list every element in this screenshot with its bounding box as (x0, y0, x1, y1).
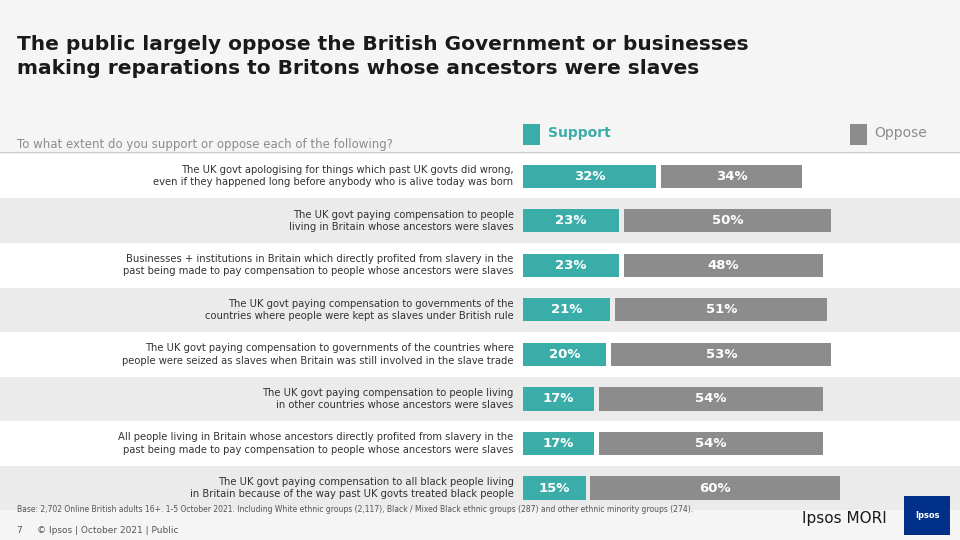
Text: 60%: 60% (699, 482, 731, 495)
FancyBboxPatch shape (904, 496, 950, 535)
Text: The UK govt paying compensation to governments of the countries where
people wer: The UK govt paying compensation to gover… (122, 343, 514, 366)
Text: Support: Support (548, 126, 611, 140)
Text: The UK govt paying compensation to people living
in other countries whose ancest: The UK govt paying compensation to peopl… (262, 388, 514, 410)
FancyBboxPatch shape (0, 421, 960, 465)
Text: To what extent do you support or oppose each of the following?: To what extent do you support or oppose … (17, 138, 394, 151)
Text: The UK govt apologising for things which past UK govts did wrong,
even if they h: The UK govt apologising for things which… (154, 165, 514, 187)
FancyBboxPatch shape (0, 332, 960, 377)
FancyBboxPatch shape (624, 254, 823, 277)
FancyBboxPatch shape (590, 476, 840, 500)
Text: Ipsos: Ipsos (915, 511, 940, 519)
Text: 53%: 53% (706, 348, 737, 361)
Text: 34%: 34% (716, 170, 748, 183)
Text: The UK govt paying compensation to governments of the
countries where people wer: The UK govt paying compensation to gover… (204, 299, 514, 321)
Text: 48%: 48% (708, 259, 739, 272)
Text: The public largely oppose the British Government or businesses
making reparation: The public largely oppose the British Go… (17, 35, 749, 78)
FancyBboxPatch shape (523, 209, 619, 232)
FancyBboxPatch shape (599, 387, 823, 410)
Text: All people living in Britain whose ancestors directly profited from slavery in t: All people living in Britain whose ances… (118, 433, 514, 455)
FancyBboxPatch shape (0, 377, 960, 421)
FancyBboxPatch shape (624, 209, 831, 232)
Text: Ipsos MORI: Ipsos MORI (802, 511, 886, 526)
FancyBboxPatch shape (0, 243, 960, 287)
FancyBboxPatch shape (523, 124, 540, 145)
Text: Oppose: Oppose (875, 126, 927, 140)
FancyBboxPatch shape (0, 199, 960, 243)
FancyBboxPatch shape (850, 124, 867, 145)
Text: The UK govt paying compensation to people
living in Britain whose ancestors were: The UK govt paying compensation to peopl… (289, 210, 514, 232)
Text: 23%: 23% (555, 259, 587, 272)
Text: Businesses + institutions in Britain which directly profited from slavery in the: Businesses + institutions in Britain whi… (123, 254, 514, 276)
FancyBboxPatch shape (612, 343, 831, 366)
Text: 54%: 54% (695, 437, 727, 450)
FancyBboxPatch shape (0, 287, 960, 332)
Text: 21%: 21% (551, 303, 583, 316)
FancyBboxPatch shape (523, 387, 594, 410)
Text: 54%: 54% (695, 393, 727, 406)
Text: Base: 2,702 Online British adults 16+. 1-5 October 2021. Including White ethnic : Base: 2,702 Online British adults 16+. 1… (17, 505, 693, 514)
Text: 17%: 17% (542, 393, 574, 406)
Text: 51%: 51% (706, 303, 737, 316)
Text: 32%: 32% (574, 170, 606, 183)
Text: 7     © Ipsos | October 2021 | Public: 7 © Ipsos | October 2021 | Public (17, 525, 179, 535)
FancyBboxPatch shape (661, 165, 803, 188)
Text: The UK govt paying compensation to all black people living
in Britain because of: The UK govt paying compensation to all b… (190, 477, 514, 499)
Text: 50%: 50% (711, 214, 743, 227)
Text: 17%: 17% (542, 437, 574, 450)
FancyBboxPatch shape (523, 254, 619, 277)
FancyBboxPatch shape (523, 298, 611, 321)
FancyBboxPatch shape (523, 432, 594, 455)
Text: 23%: 23% (555, 214, 587, 227)
FancyBboxPatch shape (599, 432, 823, 455)
FancyBboxPatch shape (523, 476, 586, 500)
FancyBboxPatch shape (0, 465, 960, 510)
FancyBboxPatch shape (523, 343, 607, 366)
FancyBboxPatch shape (523, 165, 657, 188)
Text: 15%: 15% (539, 482, 570, 495)
FancyBboxPatch shape (0, 154, 960, 199)
Text: 20%: 20% (549, 348, 581, 361)
FancyBboxPatch shape (615, 298, 828, 321)
